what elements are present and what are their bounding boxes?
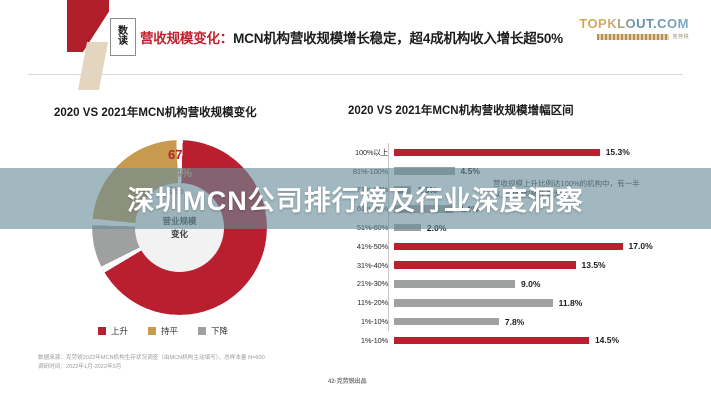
bar-category-label: 1%-10%: [360, 335, 388, 345]
legend-swatch-fall: [198, 327, 207, 335]
right-chart-title: 2020 VS 2021年MCN机构营收规模增幅区间: [348, 105, 574, 117]
bar-fill: [394, 299, 553, 307]
bar-category-label: 1%-10%: [360, 317, 388, 327]
badge-char-2: 读: [118, 36, 128, 47]
bar-category-label: 41%-50%: [356, 241, 388, 251]
bar-row: 41%-50% 17.0%: [336, 237, 653, 256]
bar-track: 15.3%: [394, 143, 636, 162]
brand-pattern-bar: [597, 33, 670, 40]
bar-fill: [394, 242, 623, 251]
donut-center-line2: 变化: [170, 228, 188, 239]
bar-row: 1%-10% 7.8%: [336, 312, 636, 331]
header-divider: [28, 74, 683, 75]
bar-track: 17.0%: [394, 237, 653, 256]
legend-item-rise: 上升: [98, 325, 128, 337]
bar-row: 1%-10% 14.5%: [336, 331, 636, 350]
page-title: 营收规模变化：MCN机构营收规模增长稳定，超4成机构收入增长超50%: [140, 27, 563, 47]
bar-category-label: 11%-20%: [357, 298, 388, 308]
bar-fill: [394, 317, 499, 326]
legend-swatch-rise: [98, 327, 106, 335]
overlay-banner-background: [0, 168, 711, 229]
legend-swatch-flat: [148, 327, 157, 335]
page-number: 42·克劳锐出品: [328, 379, 367, 385]
bar-category-label: 31%-40%: [356, 260, 388, 270]
bar-fill: [394, 280, 515, 288]
bar-category-label: 21%-30%: [356, 279, 388, 289]
bar-value-label: 7.8%: [504, 316, 525, 327]
legend-label-rise: 上升: [111, 326, 129, 336]
bar-track: 7.8%: [394, 312, 636, 331]
brand-name: TOPKLOUT.COM: [579, 16, 689, 31]
bar-fill: [394, 148, 600, 157]
brand-tag-label: 克劳锐: [672, 34, 689, 40]
source-line-1: 数据来源：克劳锐2022年MCN机构生存状况调查（由MCN机构主动填写），总样本…: [38, 355, 265, 361]
bar-category-label: 100%以上: [355, 147, 388, 157]
bar-fill: [394, 261, 576, 269]
overlay-banner-text: 深圳MCN公司排行榜及行业深度洞察: [127, 186, 584, 216]
bar-value-label: 14.5%: [594, 335, 620, 346]
bar-track: 9.0%: [394, 275, 636, 294]
donut-value-rise: 67%: [168, 147, 195, 162]
bar-value-label: 9.0%: [521, 278, 541, 289]
bar-track: 14.5%: [394, 331, 636, 350]
source-line-2: 调研时间：2022年1月-2022年3月: [38, 364, 122, 371]
bar-track: 11.8%: [394, 293, 636, 312]
legend-label-flat: 持平: [161, 326, 179, 336]
badge-char-1: 数: [118, 25, 128, 37]
brand-logo: TOPKLOUT.COM 克劳锐: [579, 16, 689, 40]
bar-value-label: 13.5%: [581, 260, 606, 271]
headline-highlight: 营收规模变化：: [140, 31, 234, 46]
bar-value-label: 17.0%: [628, 241, 653, 252]
headline-rest: MCN机构营收规模增长稳定，超4成机构收入增长超50%: [233, 31, 563, 46]
bar-row: 100%以上 15.3%: [336, 143, 636, 162]
legend-item-fall: 下降: [198, 325, 228, 337]
bar-value-label: 11.8%: [558, 297, 583, 308]
bar-row: 11%-20% 11.8%: [336, 293, 636, 312]
bar-track: 13.5%: [394, 256, 636, 275]
brand-subline: 克劳锐: [579, 33, 689, 40]
bar-row: 31%-40% 13.5%: [336, 256, 636, 275]
source-footnote: 数据来源：克劳锐2022年MCN机构生存状况调查（由MCN机构主动填写），总样本…: [38, 354, 265, 372]
left-chart-title: 2020 VS 2021年MCN机构营收规模变化: [54, 107, 257, 119]
legend-label-fall: 下降: [211, 326, 229, 336]
bar-chart-axis: [388, 143, 389, 331]
section-badge: 数 读: [110, 18, 136, 56]
donut-legend: 上升 持平 下降: [98, 325, 228, 337]
bar-value-label: 15.3%: [605, 147, 630, 158]
legend-item-flat: 持平: [148, 325, 178, 337]
bar-fill: [394, 336, 589, 345]
bar-row: 21%-30% 9.0%: [336, 275, 636, 294]
